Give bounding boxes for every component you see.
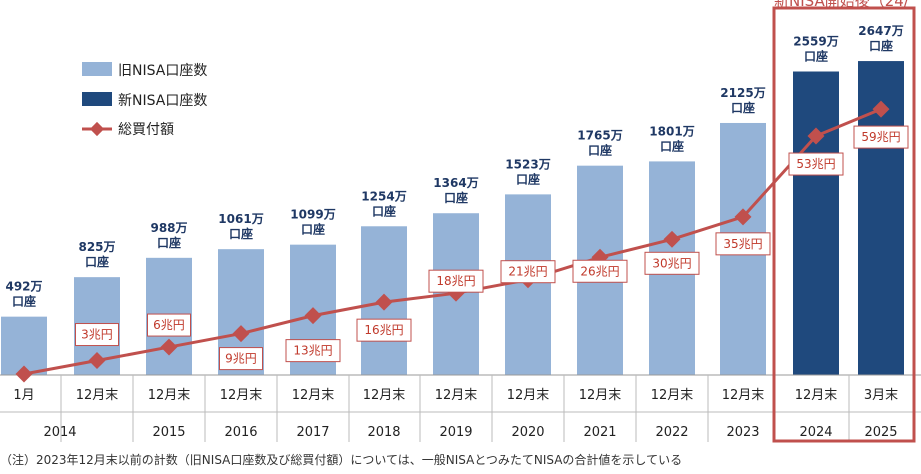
footnote: （注）2023年12月末以前の計数（旧NISA口座数及び総買付額）については、一… <box>0 452 682 467</box>
period-label: 12月末 <box>579 388 622 403</box>
bar-value-label: 492万 <box>5 280 42 294</box>
line-point <box>304 307 322 325</box>
bar-value-label: 口座 <box>85 254 109 269</box>
legend-old-nisa: 旧NISA口座数 <box>118 63 207 79</box>
line-label-box <box>644 251 700 275</box>
period-label: 1月 <box>13 388 34 403</box>
year-label: 2014 <box>43 425 76 440</box>
period-label: 12月末 <box>220 388 263 403</box>
bar-value-label: 1099万 <box>290 208 335 222</box>
line-point <box>232 325 250 343</box>
bar-value-label: 口座 <box>804 49 828 64</box>
year-label: 2024 <box>799 425 832 440</box>
line-value-label: 6兆円 <box>153 318 185 332</box>
line-value-label: 35兆円 <box>723 237 762 251</box>
line-point <box>663 230 681 248</box>
bar-value-label: 口座 <box>372 203 396 218</box>
bar-value-label: 1364万 <box>433 176 478 190</box>
bar-value-label: 1765万 <box>577 129 622 143</box>
legend-old-nisa-swatch <box>82 62 112 76</box>
bar-value-label: 口座 <box>588 143 612 158</box>
bar-value-label: 口座 <box>301 222 325 237</box>
line-label-box <box>147 313 191 337</box>
line-label-box <box>75 323 119 347</box>
legend-line-marker <box>89 121 105 137</box>
bar-value-label: 口座 <box>444 190 468 205</box>
bar-value-label: 2559万 <box>793 35 838 49</box>
bar-value-label: 1061万 <box>218 212 263 226</box>
bar-value-label: 口座 <box>660 138 684 153</box>
line-value-label: 53兆円 <box>796 157 835 171</box>
year-label: 2022 <box>655 425 688 440</box>
bar-value-label: 825万 <box>78 240 115 254</box>
line-label-box <box>500 260 556 284</box>
line-value-label: 59兆円 <box>861 130 900 144</box>
period-label: 12月末 <box>651 388 694 403</box>
year-label: 2015 <box>152 425 185 440</box>
year-label: 2023 <box>726 425 759 440</box>
period-label: 3月末 <box>864 388 898 403</box>
bar-value-label: 2125万 <box>720 86 765 100</box>
bar <box>793 71 839 376</box>
year-label: 2020 <box>511 425 544 440</box>
line-label-box <box>715 232 771 256</box>
bar-value-label: 口座 <box>157 235 181 250</box>
bar-value-label: 988万 <box>150 221 187 235</box>
year-label: 2019 <box>439 425 472 440</box>
line-point <box>734 208 752 226</box>
bar-value-label: 口座 <box>516 171 540 186</box>
bar-value-label: 口座 <box>731 100 755 115</box>
period-label: 12月末 <box>795 388 838 403</box>
new-nisa-highlight-box <box>772 6 916 443</box>
legend-total-purchase: 総買付額 <box>118 122 174 138</box>
line-point <box>872 100 890 118</box>
line-label-box <box>572 259 628 283</box>
year-label: 2016 <box>224 425 257 440</box>
line-label-box <box>853 125 909 149</box>
line-label-box <box>788 152 844 176</box>
period-label: 12月末 <box>148 388 191 403</box>
bar-value-label: 1801万 <box>649 124 694 138</box>
line-value-label: 18兆円 <box>436 274 475 288</box>
period-label: 12月末 <box>507 388 550 403</box>
line-value-label: 3兆円 <box>81 328 113 342</box>
line-label-box <box>428 269 484 293</box>
bar <box>1 316 47 375</box>
period-label: 12月末 <box>435 388 478 403</box>
year-label: 2018 <box>367 425 400 440</box>
bar-value-label: 口座 <box>869 38 893 53</box>
line-label-box <box>285 339 341 363</box>
bar-value-label: 口座 <box>229 226 253 241</box>
period-label: 12月末 <box>76 388 119 403</box>
period-label: 12月末 <box>292 388 335 403</box>
year-label: 2017 <box>296 425 329 440</box>
legend-new-nisa-swatch <box>82 92 112 106</box>
line-point <box>160 338 178 356</box>
bar-value-label: 1254万 <box>361 189 406 203</box>
new-nisa-title: 新NISA開始後（24/ <box>774 0 910 10</box>
bar-value-label: 2647万 <box>858 24 903 38</box>
bar-value-label: 口座 <box>12 294 36 309</box>
year-label: 2025 <box>864 425 897 440</box>
line-value-label: 26兆円 <box>580 264 619 278</box>
line-value-label: 30兆円 <box>652 256 691 270</box>
line-point <box>88 352 106 370</box>
line-point <box>375 293 393 311</box>
year-label: 2021 <box>583 425 616 440</box>
period-label: 12月末 <box>363 388 406 403</box>
bar-value-label: 1523万 <box>505 157 550 171</box>
line-value-label: 21兆円 <box>508 265 547 279</box>
legend-new-nisa: 新NISA口座数 <box>118 93 207 109</box>
line-value-label: 13兆円 <box>293 344 332 358</box>
line-value-label: 9兆円 <box>225 352 257 366</box>
line-point <box>807 127 825 145</box>
period-label: 12月末 <box>722 388 765 403</box>
line-value-label: 16兆円 <box>364 323 403 337</box>
line-label-box <box>356 318 412 342</box>
line-label-box <box>219 347 263 371</box>
